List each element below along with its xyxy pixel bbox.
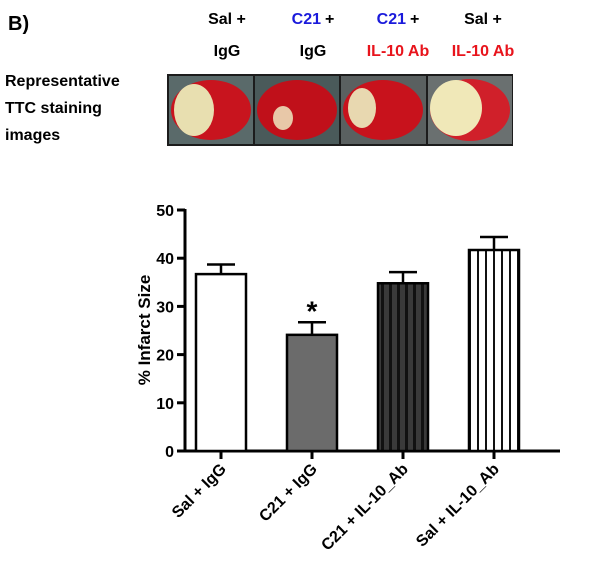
header-segment: Sal +: [464, 11, 502, 28]
x-tick-label: Sal + IgG: [169, 461, 230, 522]
x-tick-label: C21 + IgG: [256, 461, 321, 526]
y-axis-label: % Infarct Size: [135, 275, 154, 386]
bar: [194, 272, 248, 453]
image-header: Sal +: [464, 11, 502, 28]
image-panel-label: TTC staining: [5, 100, 102, 117]
y-tick-label: 40: [156, 251, 174, 268]
y-tick-label: 30: [156, 299, 174, 316]
header-segment: IgG: [300, 43, 327, 60]
header-segment: C21: [292, 11, 321, 28]
panel-label: B): [8, 13, 29, 35]
bar: [285, 333, 339, 453]
significance-mark: *: [307, 295, 318, 326]
x-tick-label: Sal + IL-10_Ab: [413, 461, 503, 551]
y-tick-label: 50: [156, 203, 174, 220]
bar: [467, 248, 521, 453]
image-header: C21 +: [377, 11, 420, 28]
image-panel-label: Representative: [5, 73, 120, 90]
y-tick-label: 0: [165, 444, 174, 461]
y-tick-label: 10: [156, 396, 174, 413]
x-tick-label: C21 + IL-10_Ab: [318, 461, 412, 555]
image-panel-label: images: [5, 127, 60, 144]
image-header: IL-10 Ab: [367, 43, 430, 60]
y-tick-label: 20: [156, 348, 174, 365]
header-segment: Sal +: [208, 11, 246, 28]
image-header: C21 +: [292, 11, 335, 28]
image-header: IgG: [214, 43, 241, 60]
image-header: Sal +: [208, 11, 246, 28]
header-segment: C21: [377, 11, 406, 28]
header-segment: +: [325, 11, 334, 28]
header-segment: IL-10 Ab: [452, 43, 515, 60]
header-segment: IgG: [214, 43, 241, 60]
brain-images: [167, 74, 513, 146]
image-header: IgG: [300, 43, 327, 60]
header-segment: IL-10 Ab: [367, 43, 430, 60]
image-header: IL-10 Ab: [452, 43, 515, 60]
header-segment: +: [410, 11, 419, 28]
bar: [376, 282, 430, 453]
